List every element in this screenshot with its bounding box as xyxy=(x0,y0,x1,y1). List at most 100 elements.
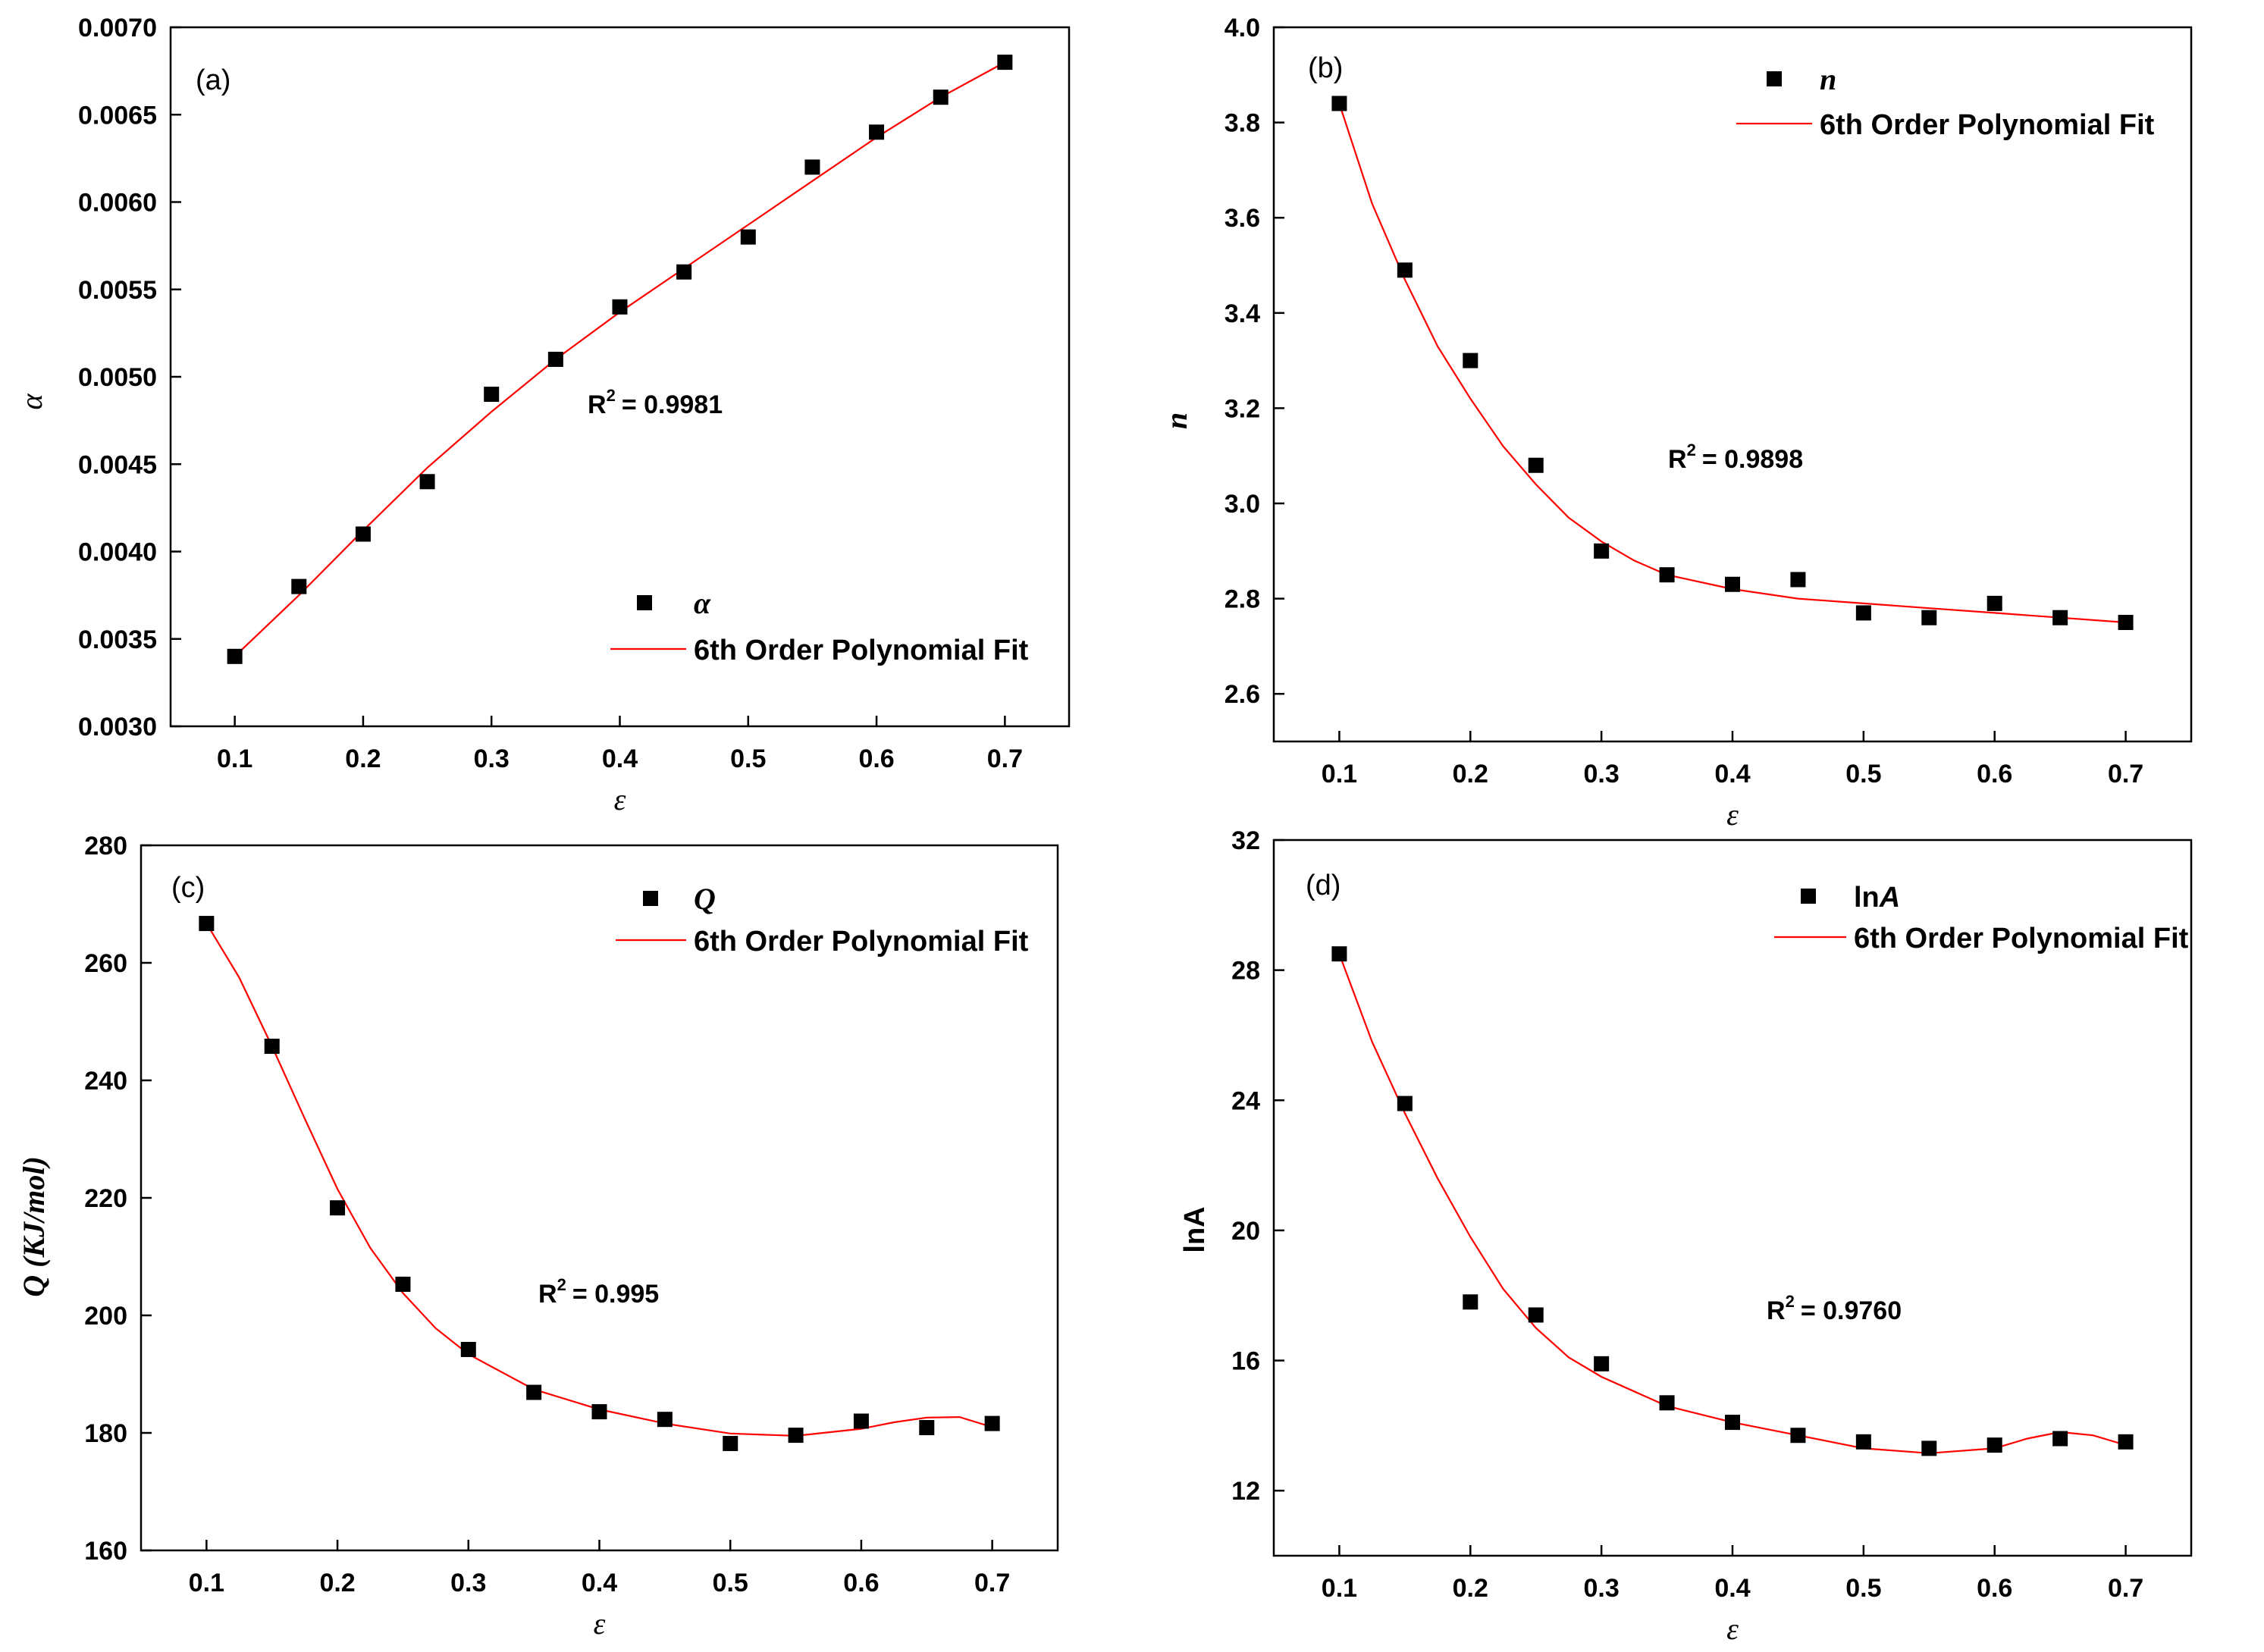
y-axis-label: lnA xyxy=(1179,1206,1211,1252)
data-point xyxy=(1986,595,2002,611)
y-tick-label: 3.6 xyxy=(1225,204,1260,233)
chart-panel-2: 0.1 0.2 0.3 0.4 0.5 0.6 0.7 2.6 2.8 3.0 3.2 3.4 3.6 3… xyxy=(1159,14,2193,832)
x-tick-label: 0.5 xyxy=(713,1569,748,1597)
y-tick-label: 16 xyxy=(1231,1347,1260,1376)
y-tick-label: 0.0045 xyxy=(78,450,157,479)
data-point xyxy=(2052,610,2068,625)
x-axis-label: ε xyxy=(594,1607,606,1641)
data-point xyxy=(788,1428,804,1444)
data-point xyxy=(1790,572,1806,588)
panel-label: (a) xyxy=(196,64,230,96)
plot-frame xyxy=(169,26,1071,728)
data-point xyxy=(419,474,435,490)
x-tick-label: 0.2 xyxy=(319,1569,355,1597)
data-point xyxy=(612,299,628,315)
x-axis-label: ε xyxy=(1726,798,1739,832)
legend: α 6th Order Polynomial Fit xyxy=(610,586,1029,666)
x-tick-label: 0.5 xyxy=(1845,760,1881,788)
data-point xyxy=(1594,543,1610,559)
data-point xyxy=(2118,615,2134,630)
legend-marker-label: Q xyxy=(694,882,716,916)
y-tick-label: 0.0050 xyxy=(78,363,157,392)
x-tick-label: 0.6 xyxy=(1977,760,2012,788)
data-point xyxy=(1921,1440,1937,1456)
legend-marker-label: n xyxy=(1820,62,1836,96)
y-tick-label: 0.0030 xyxy=(78,713,157,741)
data-point xyxy=(291,578,307,594)
data-point xyxy=(264,1039,280,1055)
data-point xyxy=(1790,1428,1806,1444)
y-tick-label: 28 xyxy=(1231,957,1260,986)
legend-line-label: 6th Order Polynomial Fit xyxy=(1820,109,2155,141)
data-point xyxy=(1986,1437,2002,1453)
x-tick-label: 0.4 xyxy=(602,744,638,773)
data-point xyxy=(676,264,692,280)
x-tick-label: 0.6 xyxy=(858,744,894,773)
x-tick-label: 0.6 xyxy=(1977,1574,2012,1603)
data-point xyxy=(723,1435,738,1451)
panel-label: (b) xyxy=(1308,52,1343,84)
data-point xyxy=(1463,353,1478,368)
data-point xyxy=(919,1420,935,1436)
polynomial-fit-line xyxy=(234,61,1005,657)
data-point xyxy=(2118,1434,2134,1450)
legend-marker-icon xyxy=(643,891,658,906)
x-tick-label: 0.3 xyxy=(1584,760,1620,788)
y-tick-label: 220 xyxy=(84,1184,127,1213)
y-tick-label: 3.2 xyxy=(1225,394,1260,423)
y-tick-label: 0.0040 xyxy=(78,538,157,567)
data-point xyxy=(1397,262,1413,278)
y-tick-label: 20 xyxy=(1231,1217,1260,1246)
x-tick-label: 0.1 xyxy=(1322,760,1357,788)
y-tick-label: 3.0 xyxy=(1225,490,1260,519)
x-axis-label: ε xyxy=(1726,1612,1739,1646)
data-point xyxy=(1397,1096,1413,1111)
x-tick-label: 0.3 xyxy=(474,744,510,773)
y-tick-label: 0.0060 xyxy=(78,189,157,218)
polynomial-fit-line xyxy=(205,923,992,1437)
data-point xyxy=(853,1413,869,1429)
data-point xyxy=(330,1200,346,1216)
y-tick-label: 0.0055 xyxy=(78,276,157,305)
y-tick-label: 24 xyxy=(1231,1086,1260,1115)
chart-panel-4: 0.1 0.2 0.3 0.4 0.5 0.6 0.7 12 16 20 24 28 32 ε lnA (d)… xyxy=(1179,826,2193,1646)
data-point xyxy=(591,1404,607,1420)
y-axis-label: n xyxy=(1159,412,1193,429)
x-tick-label: 0.7 xyxy=(2108,1574,2143,1603)
data-point xyxy=(547,351,563,367)
data-point xyxy=(1331,946,1347,962)
chart-panel-1: 0.1 0.2 0.3 0.4 0.5 0.6 0.7 0.0030 0.0035 0.0040 0… xyxy=(14,14,1071,817)
data-point xyxy=(2052,1431,2068,1447)
legend-marker-label: α xyxy=(694,586,711,620)
x-tick-label: 0.3 xyxy=(1584,1574,1620,1603)
polynomial-fit-line xyxy=(1338,953,2126,1454)
x-tick-label: 0.4 xyxy=(1714,1574,1750,1603)
x-tick-label: 0.2 xyxy=(1453,760,1488,788)
y-tick-label: 280 xyxy=(84,832,127,860)
r-squared-annotation: R2 = 0.9898 xyxy=(1668,440,1803,474)
y-tick-label: 200 xyxy=(84,1302,127,1331)
data-point xyxy=(1659,567,1675,583)
y-tick-label: 12 xyxy=(1231,1477,1260,1506)
y-tick-label: 4.0 xyxy=(1225,14,1260,42)
y-tick-label: 240 xyxy=(84,1067,127,1096)
legend-line-label: 6th Order Polynomial Fit xyxy=(1854,923,2189,955)
y-tick-label: 2.8 xyxy=(1225,585,1260,614)
y-tick-label: 0.0065 xyxy=(78,101,157,130)
x-tick-label: 0.7 xyxy=(974,1569,1010,1597)
y-tick-label: 3.4 xyxy=(1225,299,1260,328)
legend-marker-icon xyxy=(1801,889,1816,904)
data-point xyxy=(933,89,949,105)
legend-line-label: 6th Order Polynomial Fit xyxy=(694,926,1029,958)
x-tick-label: 0.1 xyxy=(1322,1574,1357,1603)
r-squared-annotation: R2 = 0.995 xyxy=(538,1275,659,1309)
data-point xyxy=(1331,96,1347,111)
data-point xyxy=(997,55,1013,71)
data-point xyxy=(395,1276,411,1292)
x-tick-label: 0.2 xyxy=(345,744,381,773)
x-tick-label: 0.6 xyxy=(843,1569,879,1597)
legend-marker-icon xyxy=(637,595,652,610)
r-squared-annotation: R2 = 0.9760 xyxy=(1767,1292,1902,1325)
x-tick-label: 0.1 xyxy=(217,744,252,773)
